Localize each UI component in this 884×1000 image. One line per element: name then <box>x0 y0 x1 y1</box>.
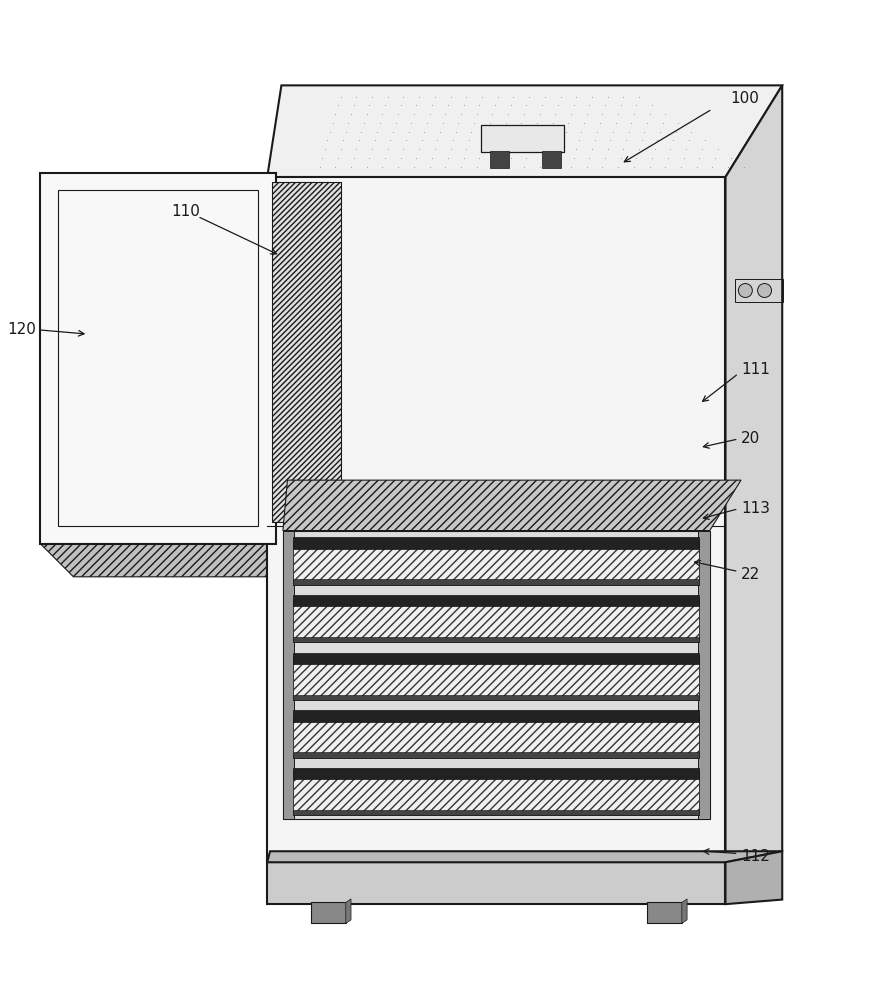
Bar <box>735 279 783 302</box>
Polygon shape <box>293 541 699 585</box>
Polygon shape <box>293 714 699 758</box>
Bar <box>293 752 699 758</box>
Text: 22: 22 <box>741 567 760 582</box>
Polygon shape <box>283 480 741 531</box>
Text: 20: 20 <box>741 431 760 446</box>
Bar <box>267 177 726 526</box>
Bar <box>41 173 276 544</box>
Bar <box>293 810 699 815</box>
Bar <box>311 902 346 923</box>
Bar <box>283 531 294 819</box>
Bar <box>293 710 699 722</box>
Polygon shape <box>726 85 782 862</box>
Bar <box>267 862 726 904</box>
Text: 112: 112 <box>741 849 770 864</box>
Polygon shape <box>293 599 699 642</box>
Text: 120: 120 <box>7 322 36 337</box>
Bar <box>647 902 682 923</box>
Bar <box>293 637 699 642</box>
Text: 113: 113 <box>741 501 770 516</box>
Bar <box>283 531 710 819</box>
Bar <box>293 595 699 606</box>
Text: 110: 110 <box>171 204 200 219</box>
Bar <box>57 190 258 526</box>
Bar <box>490 151 509 168</box>
Polygon shape <box>41 544 309 577</box>
Bar <box>293 768 699 779</box>
Bar <box>542 151 561 168</box>
Bar <box>293 695 699 700</box>
Polygon shape <box>682 899 687 923</box>
Bar <box>293 537 699 549</box>
Polygon shape <box>293 771 699 815</box>
Polygon shape <box>726 851 782 904</box>
Polygon shape <box>267 85 782 177</box>
Bar <box>698 531 710 819</box>
Text: 100: 100 <box>730 91 758 106</box>
Polygon shape <box>272 182 341 522</box>
Polygon shape <box>267 851 782 862</box>
Bar <box>293 653 699 664</box>
Bar <box>267 177 726 862</box>
Bar <box>293 579 699 585</box>
Circle shape <box>758 284 772 297</box>
Polygon shape <box>293 656 699 700</box>
Text: 111: 111 <box>741 362 770 377</box>
Polygon shape <box>346 899 351 923</box>
Bar <box>481 125 564 152</box>
Circle shape <box>738 284 752 297</box>
